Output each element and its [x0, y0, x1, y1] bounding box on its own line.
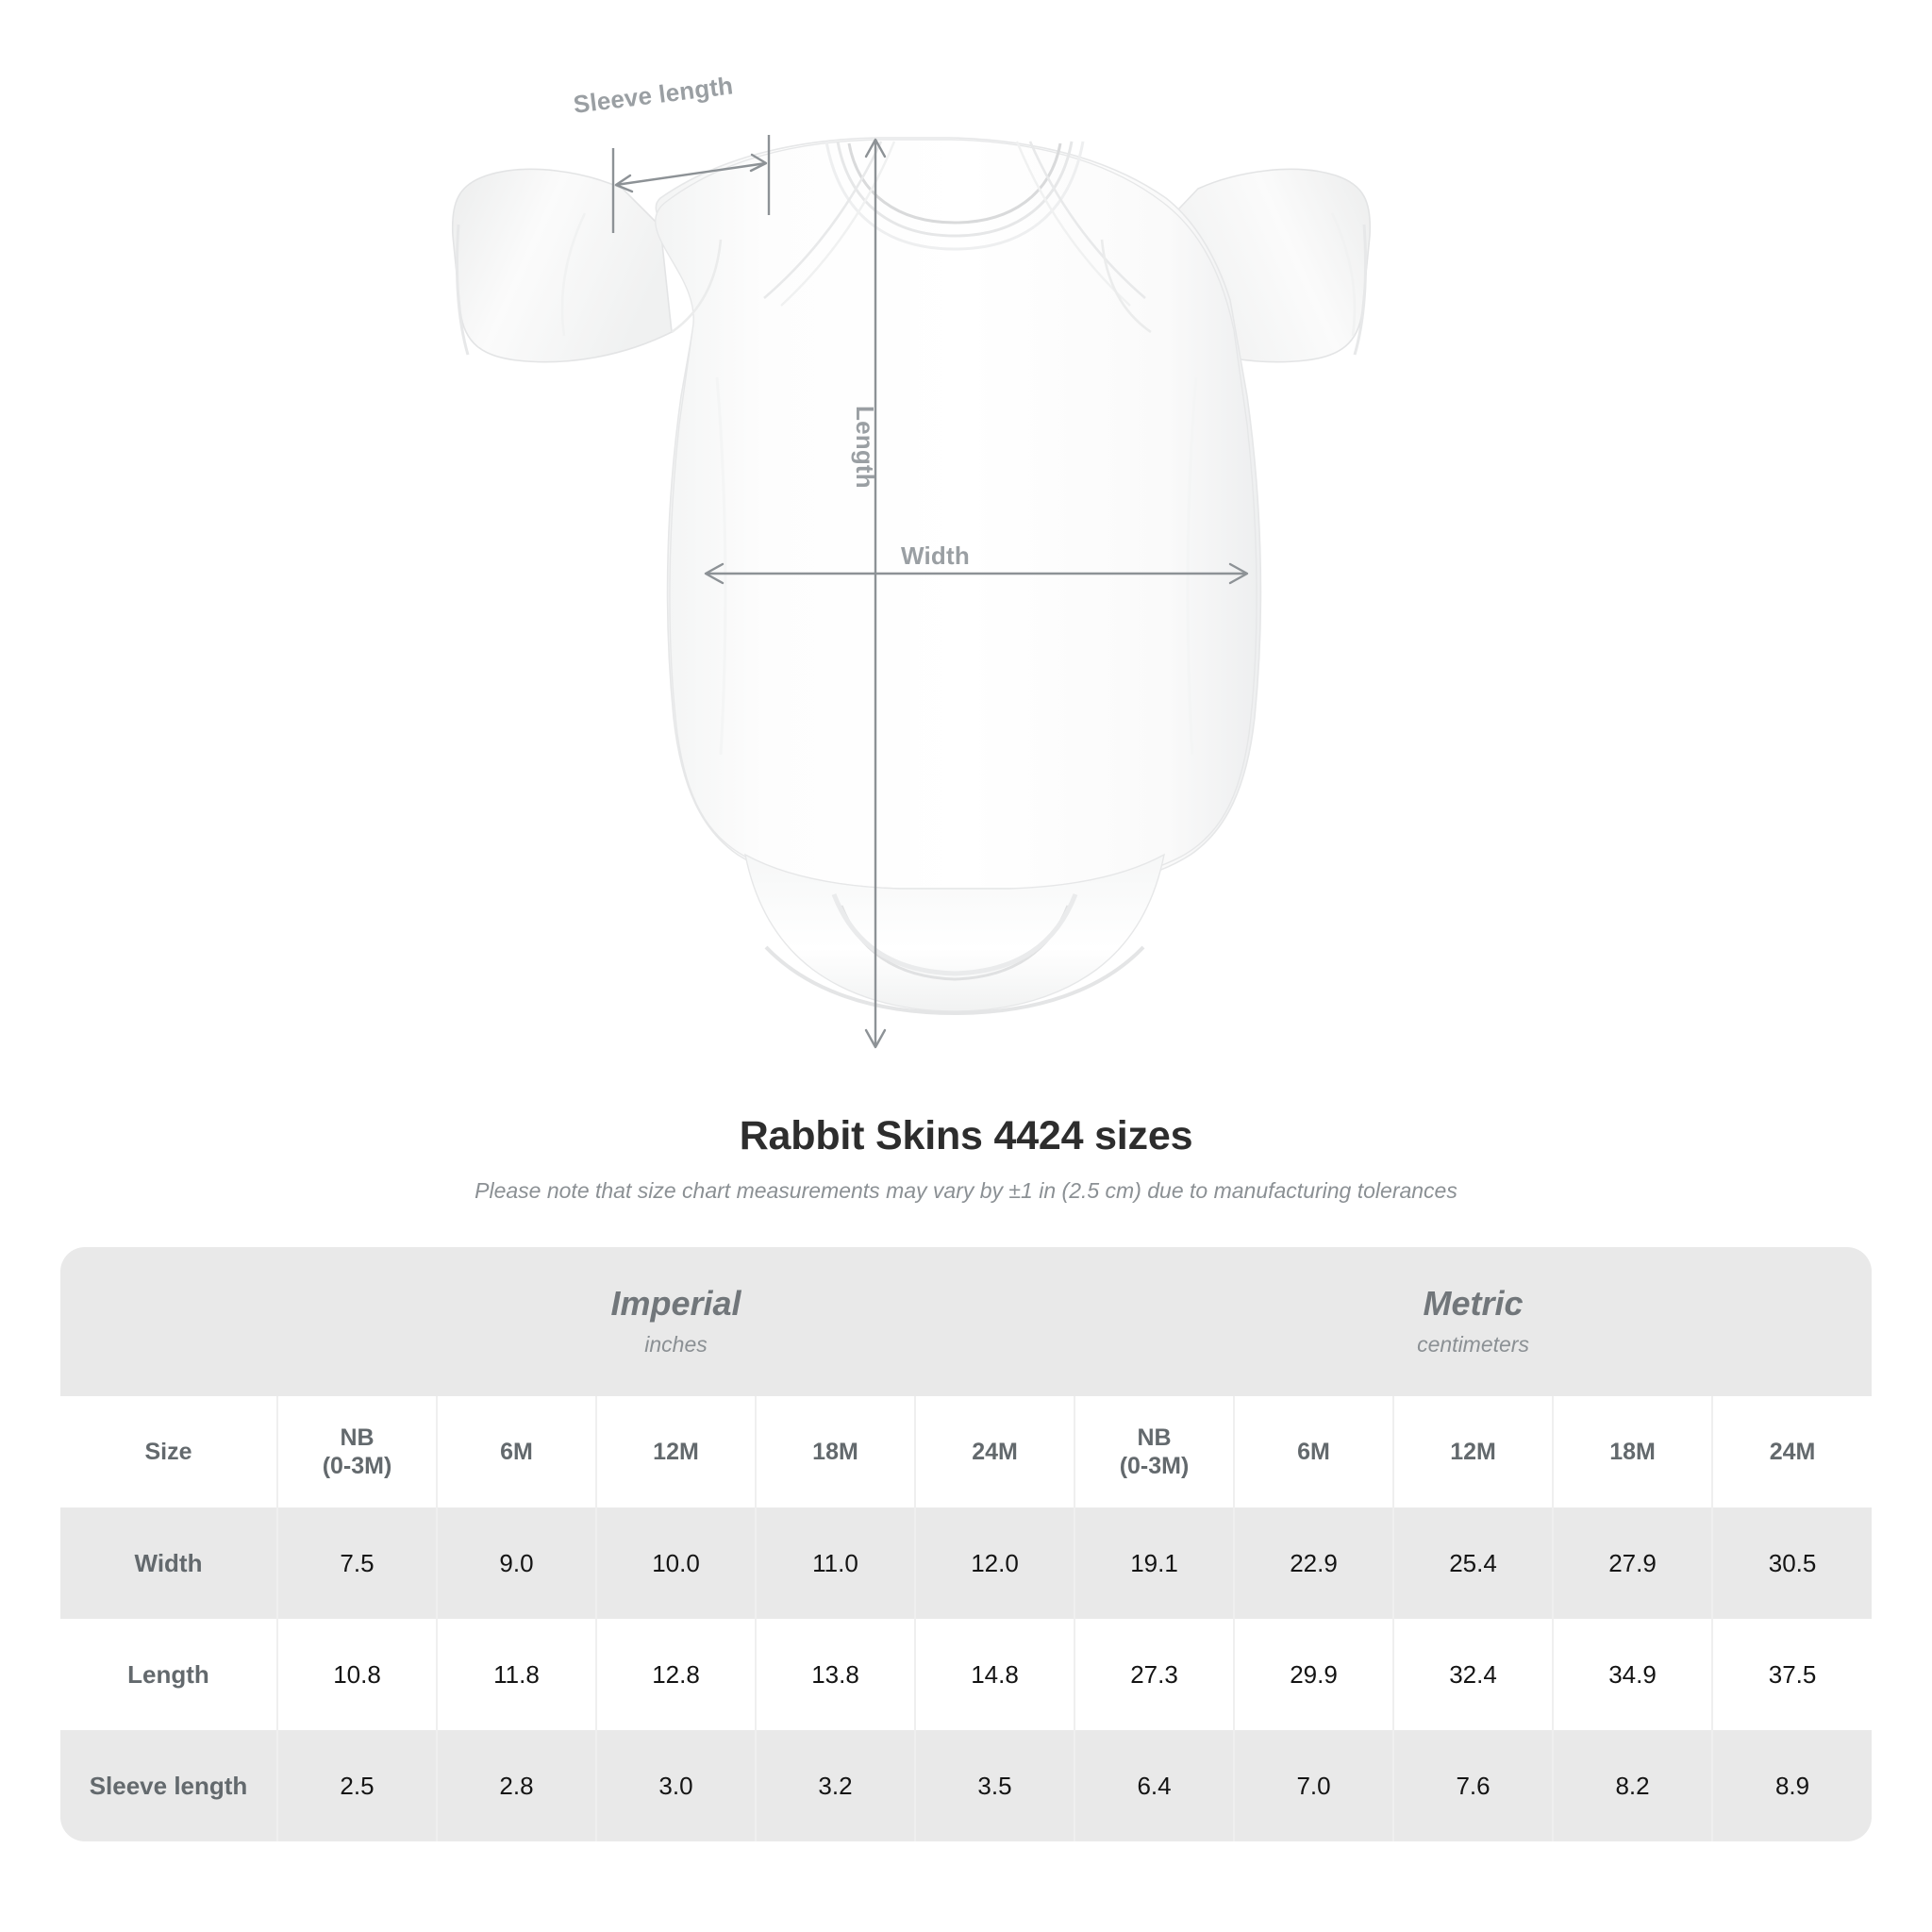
garment-body-group	[451, 137, 1372, 1016]
cell-width-imperial-nb: 7.5	[276, 1507, 437, 1619]
sleeve-length-dimension	[611, 135, 771, 233]
column-header-metric-6m: 6M	[1233, 1396, 1394, 1507]
row-label-width: Width	[60, 1507, 277, 1619]
column-header-line2: (0-3M)	[1119, 1453, 1190, 1479]
length-label: Length	[851, 406, 879, 489]
column-header-line2: (0-3M)	[322, 1453, 392, 1479]
cell-length-metric-12m: 32.4	[1392, 1619, 1554, 1730]
cell-width-metric-nb: 19.1	[1074, 1507, 1235, 1619]
length-dimension	[864, 138, 887, 1049]
cell-sleeve-imperial-6m: 2.8	[436, 1730, 596, 1841]
table-row: Sleeve length 2.5 2.8 3.0 3.2 3.5 6.4 7.…	[60, 1730, 1873, 1841]
unit-group-imperial-name: Imperial	[610, 1284, 741, 1324]
cell-length-imperial-18m: 13.8	[755, 1619, 915, 1730]
column-header-row: Size NB (0-3M) 6M 12M 18M 24M NB (0-3M) …	[60, 1396, 1873, 1507]
column-header-imperial-18m: 18M	[755, 1396, 915, 1507]
cell-length-metric-6m: 29.9	[1233, 1619, 1394, 1730]
cell-length-imperial-12m: 12.8	[595, 1619, 756, 1730]
cell-width-metric-12m: 25.4	[1392, 1507, 1554, 1619]
cell-sleeve-imperial-12m: 3.0	[595, 1730, 756, 1841]
cell-width-metric-24m: 30.5	[1711, 1507, 1873, 1619]
row-label-sleeve-length: Sleeve length	[60, 1730, 277, 1841]
cell-sleeve-imperial-nb: 2.5	[276, 1730, 437, 1841]
cell-length-imperial-24m: 14.8	[913, 1619, 1075, 1730]
cell-length-metric-24m: 37.5	[1711, 1619, 1873, 1730]
size-chart-table: Imperial inches Metric centimeters Size …	[60, 1247, 1873, 1841]
column-header-metric-12m: 12M	[1392, 1396, 1554, 1507]
cell-sleeve-metric-6m: 7.0	[1233, 1730, 1394, 1841]
column-header-imperial-12m: 12M	[595, 1396, 756, 1507]
garment-illustration: Sleeve length Length Width	[451, 71, 1372, 1049]
cell-width-imperial-12m: 10.0	[595, 1507, 756, 1619]
table-row: Width 7.5 9.0 10.0 11.0 12.0 19.1 22.9 2…	[60, 1507, 1873, 1619]
unit-group-metric-unit: centimeters	[1417, 1331, 1529, 1357]
cell-sleeve-metric-12m: 7.6	[1392, 1730, 1554, 1841]
unit-group-imperial-unit: inches	[644, 1331, 708, 1357]
row-header-label: Size	[60, 1396, 277, 1507]
cell-sleeve-metric-18m: 8.2	[1552, 1730, 1713, 1841]
column-header-imperial-6m: 6M	[436, 1396, 596, 1507]
unit-group-metric: Metric centimeters	[1074, 1247, 1873, 1396]
unit-group-imperial: Imperial inches	[277, 1247, 1075, 1396]
column-header-line1: NB	[340, 1424, 375, 1451]
heading-block: Rabbit Skins 4424 sizes Please note that…	[0, 1113, 1932, 1204]
table-row: Length 10.8 11.8 12.8 13.8 14.8 27.3 29.…	[60, 1619, 1873, 1730]
unit-spacer-cell	[60, 1247, 277, 1396]
width-label: Width	[901, 541, 970, 570]
bodysuit-drawing	[451, 135, 1372, 1049]
column-header-line1: NB	[1137, 1424, 1172, 1451]
cell-sleeve-imperial-24m: 3.5	[913, 1730, 1075, 1841]
unit-group-metric-name: Metric	[1423, 1284, 1524, 1324]
unit-group-row: Imperial inches Metric centimeters	[60, 1247, 1873, 1396]
column-header-imperial-nb: NB (0-3M)	[276, 1396, 437, 1507]
cell-length-metric-nb: 27.3	[1074, 1619, 1235, 1730]
cell-width-imperial-18m: 11.0	[755, 1507, 915, 1619]
cell-sleeve-metric-24m: 8.9	[1711, 1730, 1873, 1841]
page-title: Rabbit Skins 4424 sizes	[739, 1113, 1193, 1158]
cell-width-metric-18m: 27.9	[1552, 1507, 1713, 1619]
column-header-metric-24m: 24M	[1711, 1396, 1873, 1507]
page-subtitle: Please note that size chart measurements…	[475, 1178, 1457, 1203]
column-header-metric-nb: NB (0-3M)	[1074, 1396, 1235, 1507]
cell-width-imperial-24m: 12.0	[913, 1507, 1075, 1619]
cell-width-metric-6m: 22.9	[1233, 1507, 1394, 1619]
row-label-length: Length	[60, 1619, 277, 1730]
column-header-imperial-24m: 24M	[913, 1396, 1075, 1507]
cell-width-imperial-6m: 9.0	[436, 1507, 596, 1619]
width-dimension	[704, 562, 1249, 585]
column-header-metric-18m: 18M	[1552, 1396, 1713, 1507]
cell-length-imperial-nb: 10.8	[276, 1619, 437, 1730]
size-chart-table-wrapper: Imperial inches Metric centimeters Size …	[60, 1247, 1873, 1841]
cell-sleeve-metric-nb: 6.4	[1074, 1730, 1235, 1841]
cell-length-imperial-6m: 11.8	[436, 1619, 596, 1730]
cell-length-metric-18m: 34.9	[1552, 1619, 1713, 1730]
measurement-lines	[611, 135, 1249, 1049]
cell-sleeve-imperial-18m: 3.2	[755, 1730, 915, 1841]
